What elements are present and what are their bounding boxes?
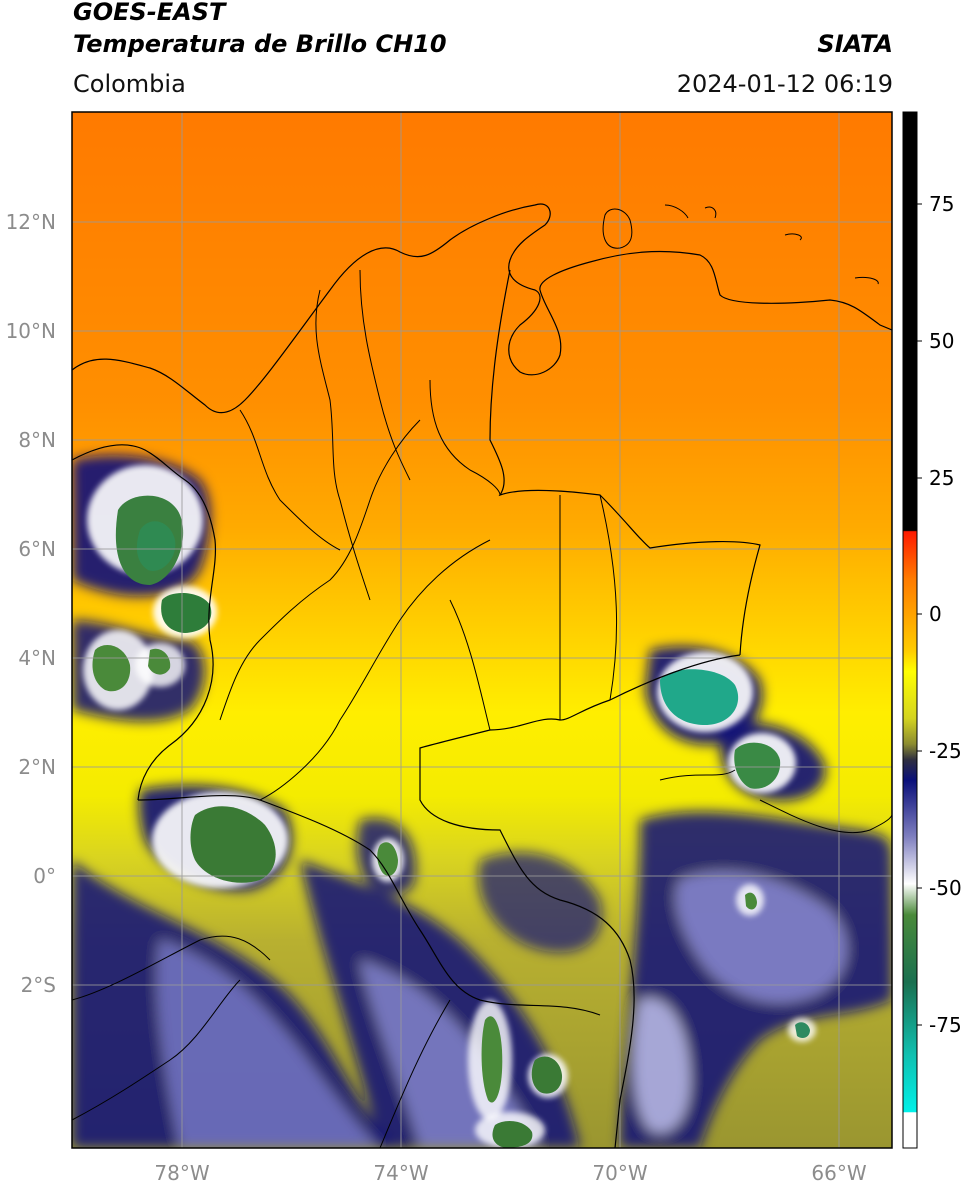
colorbar-label-minus75: -75	[929, 1013, 962, 1037]
lat-label-4N: 4°N	[18, 646, 56, 670]
lat-label-10N: 10°N	[6, 319, 56, 343]
internal-border-4	[315, 289, 371, 601]
colombia-venezuela-border	[489, 269, 761, 656]
internal-border-2	[259, 539, 491, 801]
southeast-border	[759, 799, 892, 834]
caribbean-coast	[72, 203, 892, 414]
graticule	[72, 112, 892, 1148]
colorbar-tick-labels: 75 50 25 0 -25 -50 -75	[917, 192, 962, 1037]
lat-label-6N: 6°N	[18, 537, 56, 561]
colorbar	[902, 111, 918, 1149]
lat-label-8N: 8°N	[18, 428, 56, 452]
lat-label-12N: 12°N	[6, 210, 56, 234]
ecuador-peru-border	[72, 935, 271, 1001]
lat-tick-labels: 12°N 10°N 8°N 6°N 4°N 2°N 0° 2°S	[6, 210, 56, 997]
pacific-coast	[72, 444, 217, 801]
internal-border-10	[659, 769, 736, 781]
title-product: Temperatura de Brillo CH10	[73, 30, 447, 58]
colorbar-label-minus25: -25	[929, 739, 962, 763]
title-satellite: GOES-EAST	[73, 0, 226, 26]
internal-border-5	[239, 409, 341, 551]
colorbar-label-25: 25	[929, 466, 954, 490]
lat-label-0: 0°	[33, 864, 56, 888]
aruba-curacao-islands	[602, 204, 879, 285]
internal-border-9	[449, 599, 491, 731]
colorbar-label-75: 75	[929, 192, 954, 216]
lon-label-78W: 78°W	[154, 1161, 209, 1185]
colombia-brazil-border	[419, 654, 741, 1148]
colorbar-label-0: 0	[929, 602, 942, 626]
lon-tick-labels: 78°W 74°W 70°W 66°W	[154, 1161, 866, 1185]
peru-coast	[72, 979, 241, 1121]
boundaries	[72, 203, 892, 1148]
map-field	[72, 112, 892, 1148]
cloud-cold-cores	[92, 495, 810, 1148]
colorbar-label-minus50: -50	[929, 876, 962, 900]
lon-label-66W: 66°W	[811, 1161, 866, 1185]
colorbar-frame	[902, 111, 918, 1149]
internal-border-3	[219, 419, 421, 721]
lat-label-2S: 2°S	[21, 973, 56, 997]
colombia-peru-ecuador-border	[137, 794, 601, 1016]
colorbar-fill	[903, 112, 917, 1148]
map-frame	[71, 111, 893, 1149]
colorbar-label-50: 50	[929, 329, 954, 353]
internal-border-8	[599, 494, 618, 701]
lon-label-70W: 70°W	[592, 1161, 647, 1185]
internal-border-7	[429, 379, 501, 496]
lon-label-74W: 74°W	[373, 1161, 428, 1185]
region-label: Colombia	[73, 70, 186, 98]
map-title: GOES-EAST Temperatura de Brillo CH10	[73, 0, 447, 60]
source-label: SIATA	[817, 30, 893, 58]
datetime-label: 2024-01-12 06:19	[676, 70, 893, 98]
lat-label-2N: 2°N	[18, 755, 56, 779]
internal-border-6	[359, 269, 411, 481]
brazil-peru-border	[379, 999, 451, 1148]
